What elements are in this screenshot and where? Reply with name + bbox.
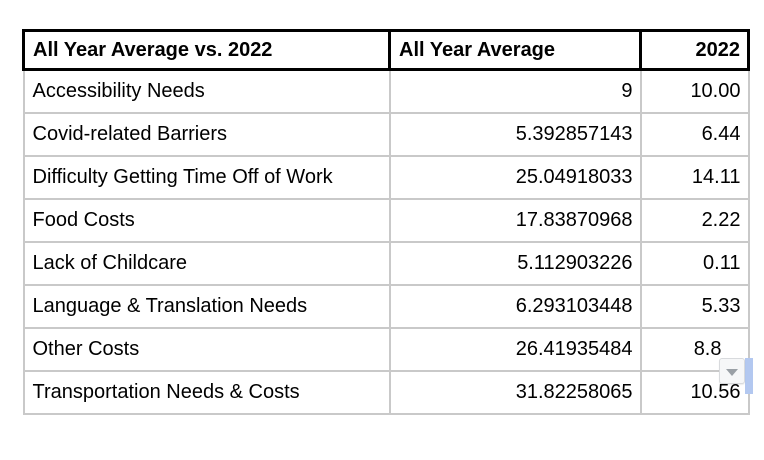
row-label-cell[interactable]: Food Costs (22, 198, 391, 243)
selection-highlight-strip (745, 358, 753, 394)
year-value-cell[interactable]: 0.11 (639, 241, 750, 286)
table-row: Transportation Needs & Costs 31.82258065… (22, 370, 750, 415)
avg-value-cell[interactable]: 9 (388, 68, 642, 114)
header-cell-title[interactable]: All Year Average vs. 2022 (22, 29, 391, 71)
row-label-cell[interactable]: Difficulty Getting Time Off of Work (22, 155, 391, 200)
row-label-cell[interactable]: Language & Translation Needs (22, 284, 391, 329)
year-value-cell[interactable]: 5.33 (639, 284, 750, 329)
data-table: All Year Average vs. 2022 All Year Avera… (22, 29, 750, 415)
table-row: Lack of Childcare 5.112903226 0.11 (22, 241, 750, 286)
row-label-cell[interactable]: Covid-related Barriers (22, 112, 391, 157)
avg-value-cell[interactable]: 25.04918033 (388, 155, 642, 200)
table-row: Other Costs 26.41935484 8.8 (22, 327, 750, 372)
table-row: Food Costs 17.83870968 2.22 (22, 198, 750, 243)
dropdown-button[interactable] (719, 358, 745, 384)
table-region: All Year Average vs. 2022 All Year Avera… (22, 29, 753, 415)
header-cell-all-year-average[interactable]: All Year Average (388, 29, 642, 71)
year-value-cell[interactable]: 2.22 (639, 198, 750, 243)
row-label-cell[interactable]: Lack of Childcare (22, 241, 391, 286)
header-row: All Year Average vs. 2022 All Year Avera… (22, 29, 750, 71)
row-label-cell[interactable]: Other Costs (22, 327, 391, 372)
occluded-value: 8.8 (693, 338, 722, 360)
avg-value-cell[interactable]: 26.41935484 (388, 327, 642, 372)
avg-value-cell[interactable]: 5.112903226 (388, 241, 642, 286)
table-row: Language & Translation Needs 6.293103448… (22, 284, 750, 329)
chevron-down-icon (726, 368, 738, 376)
year-value-cell[interactable]: 8.8 (639, 327, 750, 372)
table-row: Accessibility Needs 9 10.00 (22, 68, 750, 114)
table-row: Difficulty Getting Time Off of Work 25.0… (22, 155, 750, 200)
avg-value-cell[interactable]: 31.82258065 (388, 370, 642, 415)
row-label-cell[interactable]: Accessibility Needs (22, 68, 391, 114)
avg-value-cell[interactable]: 17.83870968 (388, 198, 642, 243)
year-value-cell[interactable]: 14.11 (639, 155, 750, 200)
year-value-cell[interactable]: 10.00 (639, 68, 750, 114)
year-value-cell[interactable]: 6.44 (639, 112, 750, 157)
row-label-cell[interactable]: Transportation Needs & Costs (22, 370, 391, 415)
avg-value-cell[interactable]: 5.392857143 (388, 112, 642, 157)
avg-value-cell[interactable]: 6.293103448 (388, 284, 642, 329)
table-row: Covid-related Barriers 5.392857143 6.44 (22, 112, 750, 157)
header-cell-2022[interactable]: 2022 (639, 29, 750, 71)
